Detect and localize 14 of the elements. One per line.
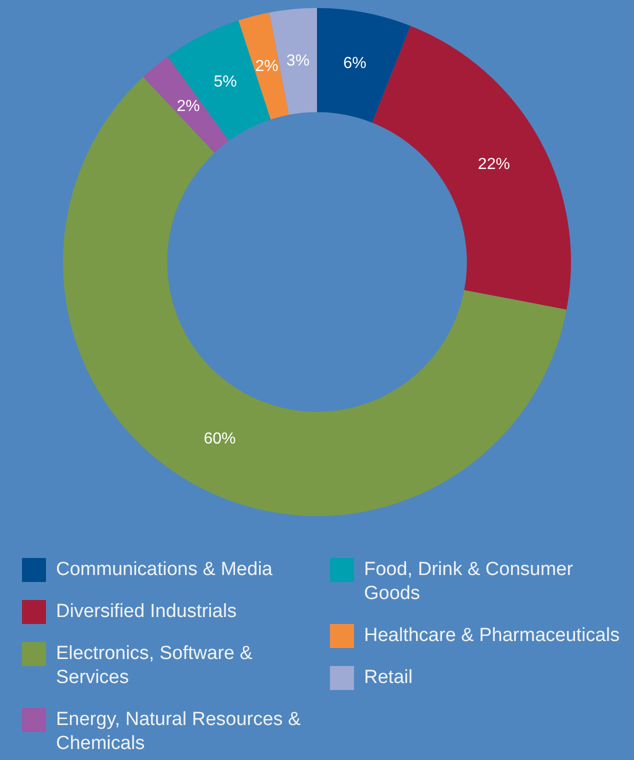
data-label: 6% xyxy=(343,55,366,72)
data-label: 60% xyxy=(204,430,236,448)
data-label: 2% xyxy=(176,98,200,115)
legend-label: Communications & Media xyxy=(56,558,272,582)
data-label: 2% xyxy=(255,58,278,75)
legend-label: Electronics, Software & Services xyxy=(56,642,254,690)
data-label: 22% xyxy=(478,156,510,174)
legend-label: Healthcare & Pharmaceuticals xyxy=(364,624,620,648)
data-label: 5% xyxy=(214,73,237,90)
legend-label: Food, Drink & Consumer Goods xyxy=(364,558,574,606)
legend-label: Diversified Industrials xyxy=(56,600,237,624)
legend-label: Energy, Natural Resources & Chemicals xyxy=(56,708,302,756)
data-label: 3% xyxy=(286,52,310,70)
legend-label: Retail xyxy=(364,666,413,690)
